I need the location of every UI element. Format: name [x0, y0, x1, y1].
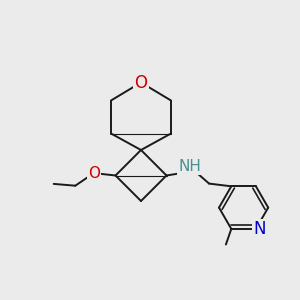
- Text: N: N: [253, 220, 266, 238]
- Text: O: O: [88, 166, 100, 181]
- Text: O: O: [134, 74, 148, 92]
- Text: NH: NH: [178, 159, 201, 174]
